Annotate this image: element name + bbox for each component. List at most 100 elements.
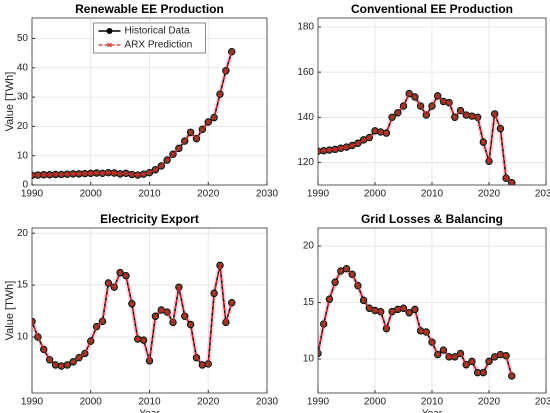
point <box>123 170 129 176</box>
legend-marker <box>107 42 112 48</box>
axes-box <box>317 227 547 394</box>
point <box>389 114 395 120</box>
point <box>401 103 406 109</box>
axes-box <box>31 17 268 186</box>
chart-title: Grid Losses & Balancing <box>361 212 503 226</box>
point <box>100 170 105 176</box>
point <box>498 352 503 357</box>
y-tick-label: 15 <box>17 280 29 291</box>
legend-marker <box>106 28 113 34</box>
point <box>129 172 135 177</box>
point <box>338 145 344 151</box>
x-tick-label: 2020 <box>478 397 501 408</box>
point <box>111 284 117 290</box>
point <box>435 352 441 357</box>
point <box>361 297 366 303</box>
y-tick-label: 20 <box>303 241 315 252</box>
point <box>486 359 492 364</box>
point <box>176 146 182 151</box>
point <box>41 172 47 178</box>
x-tick-label: 2000 <box>80 189 103 200</box>
point <box>59 172 64 177</box>
point <box>229 49 235 55</box>
point <box>35 172 41 178</box>
x-tick-label: 2020 <box>197 189 220 200</box>
point <box>463 362 469 368</box>
point <box>76 355 82 361</box>
point <box>117 171 123 177</box>
point <box>170 320 176 325</box>
axes-box <box>317 17 547 186</box>
point <box>176 284 182 290</box>
point <box>318 351 321 356</box>
point <box>435 93 441 99</box>
point <box>141 171 146 177</box>
line <box>32 51 233 176</box>
point <box>361 137 366 143</box>
point <box>135 336 141 342</box>
point <box>412 307 418 312</box>
point <box>372 308 378 313</box>
y-tick-label: 160 <box>297 67 314 78</box>
y-axis-label: Value [TWh] <box>4 281 16 341</box>
point <box>384 130 389 136</box>
point <box>321 148 327 154</box>
x-tick-label: 2000 <box>364 397 387 408</box>
point <box>498 126 503 131</box>
point <box>153 167 158 173</box>
point <box>117 270 123 275</box>
point <box>35 334 41 340</box>
y-tick-label: 0 <box>22 180 28 191</box>
point <box>458 108 463 113</box>
point <box>446 100 452 105</box>
x-tick-label: 2010 <box>138 189 161 200</box>
point <box>366 305 372 311</box>
legend: Historical Data ARX Prediction <box>93 22 206 54</box>
y-tick-label: 120 <box>297 157 314 168</box>
point <box>395 110 401 116</box>
point <box>217 91 223 97</box>
point <box>389 309 395 314</box>
point <box>344 144 349 150</box>
point <box>344 266 349 272</box>
point <box>446 354 452 360</box>
x-tick-label: 2030 <box>256 397 279 408</box>
x-tick-label: 2020 <box>197 397 220 408</box>
point <box>147 358 152 364</box>
point <box>463 112 469 118</box>
point <box>349 271 355 277</box>
point <box>366 135 372 140</box>
point <box>200 126 205 132</box>
point <box>123 273 129 279</box>
x-tick-label: 2010 <box>138 397 161 408</box>
y-tick-label: 40 <box>17 62 29 73</box>
point <box>429 339 435 345</box>
point <box>135 172 141 178</box>
legend-label: ARX Prediction <box>125 40 193 51</box>
x-tick-label: 2010 <box>421 397 444 408</box>
x-tick-label: 2030 <box>535 397 550 408</box>
point <box>509 373 515 379</box>
chart-title: Renewable EE Production <box>75 2 224 16</box>
y-tick-label: 15 <box>303 297 315 308</box>
point <box>441 99 446 104</box>
point <box>205 361 211 367</box>
x-tick-label: 1990 <box>21 189 44 200</box>
point <box>217 263 223 268</box>
point <box>164 309 170 315</box>
point <box>182 313 188 319</box>
plot <box>318 89 516 185</box>
point <box>355 283 361 288</box>
point <box>153 313 158 319</box>
point <box>32 319 35 324</box>
x-tick-label: 2000 <box>80 397 103 408</box>
chart-title: Conventional EE Production <box>351 2 513 16</box>
point <box>327 147 332 153</box>
point <box>59 363 64 369</box>
point <box>188 129 193 135</box>
y-tick-label: 20 <box>17 121 29 132</box>
point <box>406 91 412 96</box>
x-tick-label: 2020 <box>478 189 501 200</box>
point <box>194 355 199 361</box>
